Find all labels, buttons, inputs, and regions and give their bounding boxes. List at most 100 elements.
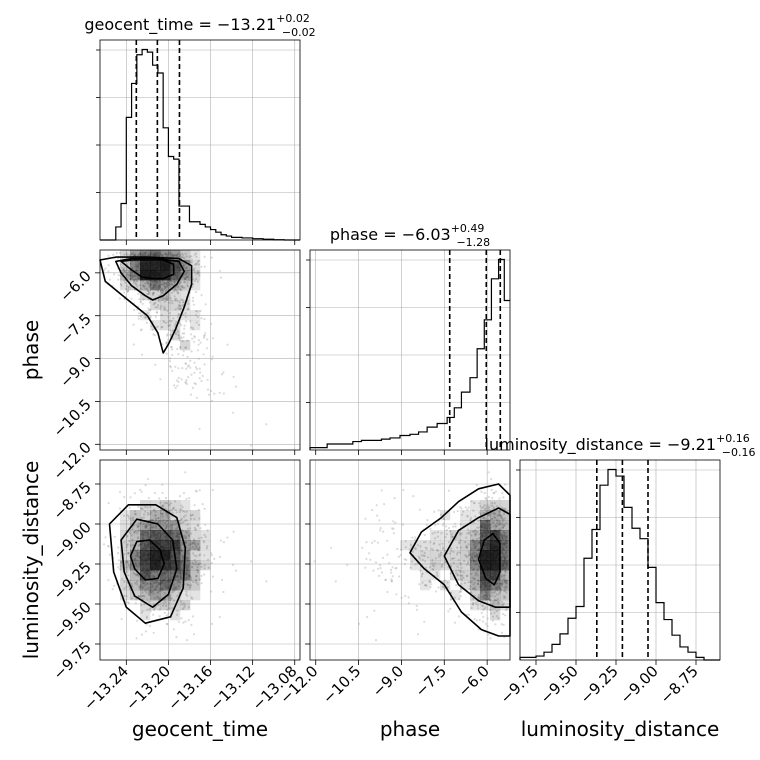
sample-point xyxy=(171,511,174,514)
sample-point xyxy=(173,506,176,509)
sample-point xyxy=(180,268,183,272)
sample-point xyxy=(148,282,151,285)
sample-point xyxy=(198,578,201,581)
sample-point xyxy=(171,524,174,527)
sample-point xyxy=(181,340,184,343)
sample-point xyxy=(134,253,137,256)
sample-point xyxy=(189,359,192,362)
sample-point xyxy=(146,478,149,481)
sample-point xyxy=(161,253,164,256)
sample-point xyxy=(128,588,131,591)
sample-point xyxy=(127,285,130,288)
sample-point xyxy=(176,527,179,531)
sample-point xyxy=(182,301,185,304)
sample-point xyxy=(135,283,138,286)
sample-point xyxy=(197,263,200,266)
sample-point xyxy=(137,276,140,280)
sample-point xyxy=(161,291,164,294)
sample-point xyxy=(186,583,189,586)
sample-point xyxy=(119,283,122,286)
sample-point xyxy=(203,265,206,268)
sample-point xyxy=(107,254,110,257)
sample-point xyxy=(162,604,165,607)
sample-point xyxy=(136,265,139,269)
sample-point xyxy=(180,600,183,603)
sample-point xyxy=(137,525,140,528)
sample-point xyxy=(130,272,134,275)
sample-point xyxy=(199,371,202,374)
density-cell xyxy=(150,280,161,291)
sample-point xyxy=(175,522,178,525)
sample-point xyxy=(191,299,195,303)
density-cell xyxy=(470,580,481,591)
sample-point xyxy=(178,581,182,584)
sample-point xyxy=(177,334,181,337)
sample-point xyxy=(161,512,164,515)
sample-point xyxy=(165,252,168,255)
sample-point xyxy=(485,497,488,501)
sample-point xyxy=(210,590,213,593)
sample-point xyxy=(125,595,128,598)
sample-point xyxy=(152,303,155,306)
sample-point xyxy=(379,529,382,532)
sample-point xyxy=(196,315,199,319)
sample-point xyxy=(173,254,176,257)
sample-point xyxy=(123,587,126,590)
sample-point xyxy=(203,255,206,258)
sample-point xyxy=(180,504,183,507)
sample-point xyxy=(211,337,214,340)
sample-point xyxy=(131,274,135,277)
sample-point xyxy=(128,253,131,257)
sample-point xyxy=(146,312,149,315)
sample-point xyxy=(185,497,188,501)
sample-point xyxy=(189,393,192,396)
sample-point xyxy=(467,613,470,616)
sample-point xyxy=(165,281,168,284)
sample-point xyxy=(133,274,136,277)
sample-point xyxy=(144,282,147,285)
sample-point xyxy=(160,512,163,515)
sample-point xyxy=(193,270,196,273)
sample-point xyxy=(186,285,190,288)
sample-point xyxy=(129,262,132,265)
sample-point xyxy=(494,490,497,493)
sample-point xyxy=(501,612,504,616)
sample-point xyxy=(500,631,503,634)
sample-point xyxy=(163,285,166,288)
sample-point xyxy=(166,283,169,286)
sample-point xyxy=(174,586,178,589)
sample-point xyxy=(189,584,193,587)
density-cell xyxy=(190,580,201,591)
sample-point xyxy=(186,339,189,342)
sample-point xyxy=(181,284,184,288)
sample-point xyxy=(175,613,179,616)
sample-point xyxy=(193,526,196,529)
sample-point xyxy=(190,255,193,258)
sample-point xyxy=(108,553,111,556)
sample-point xyxy=(130,277,133,280)
sample-point xyxy=(158,497,161,500)
sample-point xyxy=(126,290,129,293)
sample-point xyxy=(182,262,185,265)
sample-point xyxy=(211,489,214,492)
sample-point xyxy=(185,593,188,596)
sample-point xyxy=(142,284,145,287)
y-tick-label: −9.00 xyxy=(50,518,95,563)
sample-point xyxy=(146,582,149,586)
sample-point xyxy=(207,388,210,391)
sample-point xyxy=(149,589,152,592)
sample-point xyxy=(136,583,139,586)
sample-point xyxy=(160,287,163,290)
sample-point xyxy=(132,323,135,326)
sample-point xyxy=(364,566,367,569)
sample-point xyxy=(143,251,147,255)
sample-point xyxy=(386,590,389,594)
sample-point xyxy=(179,580,182,584)
sample-point xyxy=(157,300,160,303)
density-cell xyxy=(480,500,491,511)
sample-point xyxy=(143,285,146,288)
density-cell xyxy=(180,250,191,261)
sample-point xyxy=(486,617,489,620)
sample-point xyxy=(131,528,134,531)
sample-point xyxy=(153,334,156,337)
